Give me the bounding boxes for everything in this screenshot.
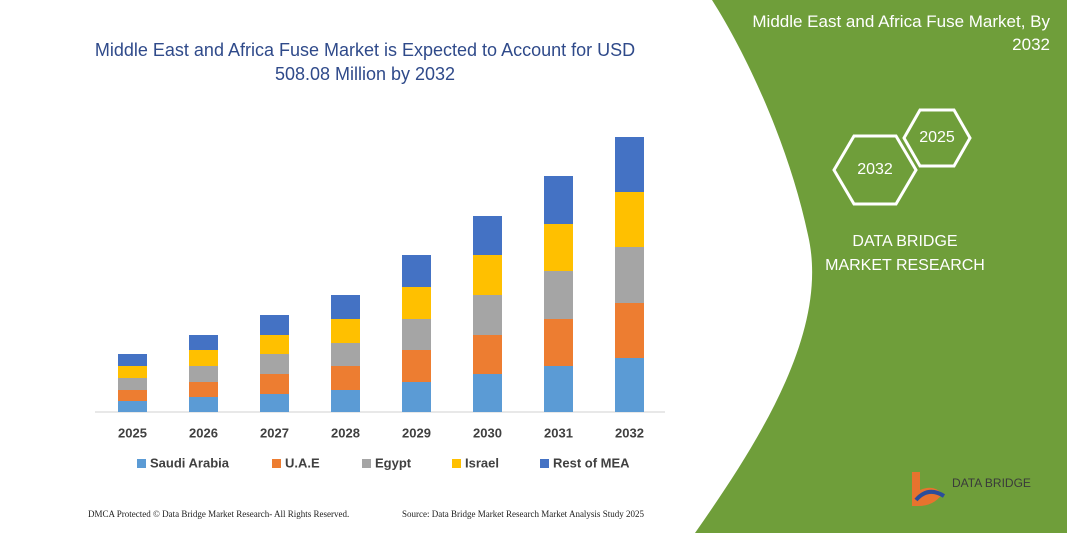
bar-segment xyxy=(615,358,644,412)
bar-segment xyxy=(331,295,360,319)
legend-label: Rest of MEA xyxy=(553,455,630,470)
bar-segment xyxy=(118,401,147,412)
bar-segment xyxy=(260,394,289,412)
hexagon xyxy=(902,108,972,168)
panel-title: Middle East and Africa Fuse Market, By 2… xyxy=(752,12,1050,54)
logo-text: DATA BRIDGE xyxy=(952,476,1031,490)
bar-segment xyxy=(189,366,218,382)
bar-segment xyxy=(544,319,573,366)
company-name: DATA BRIDGE MARKET RESEARCH xyxy=(825,233,985,274)
bar-segment xyxy=(544,176,573,224)
bar-segment xyxy=(615,192,644,247)
bar-segment xyxy=(402,287,431,319)
bar-segment xyxy=(615,303,644,358)
legend-label: Saudi Arabia xyxy=(150,455,230,470)
hexagon-label: 2025 xyxy=(919,129,955,146)
bar-segment xyxy=(118,366,147,378)
bar-segment xyxy=(189,382,218,397)
bar-segment xyxy=(118,378,147,390)
bar-segment xyxy=(118,390,147,401)
bar-segment xyxy=(260,374,289,394)
bar-segment xyxy=(615,247,644,303)
legend-swatch xyxy=(362,459,371,468)
x-tick-label: 2030 xyxy=(473,425,502,440)
bar-segment xyxy=(544,224,573,271)
bar-segment xyxy=(544,271,573,319)
legend-label: Israel xyxy=(465,455,499,470)
bar-segment xyxy=(473,216,502,255)
legend-swatch xyxy=(452,459,461,468)
bar-segment xyxy=(331,390,360,412)
x-tick-label: 2029 xyxy=(402,425,431,440)
bar-segment xyxy=(402,255,431,287)
x-tick-label: 2031 xyxy=(544,425,573,440)
bar-segment xyxy=(473,374,502,412)
logo-icon xyxy=(914,489,946,502)
bar-segment xyxy=(260,335,289,354)
footer-note: DMCA Protected © Data Bridge Market Rese… xyxy=(88,509,350,519)
legend-swatch xyxy=(137,459,146,468)
x-tick-label: 2025 xyxy=(118,425,147,440)
bar-segment xyxy=(118,354,147,366)
bar-segment xyxy=(331,319,360,343)
bar-segment xyxy=(544,366,573,412)
hexagon xyxy=(832,134,918,206)
x-tick-label: 2026 xyxy=(189,425,218,440)
bar-segment xyxy=(331,366,360,390)
bar-segment xyxy=(402,319,431,350)
bar-segment xyxy=(189,397,218,412)
footer-source: Source: Data Bridge Market Research Mark… xyxy=(402,509,644,519)
bar-segment xyxy=(473,295,502,335)
bar-segment xyxy=(189,350,218,366)
bar-segment xyxy=(402,382,431,412)
x-tick-label: 2032 xyxy=(615,425,644,440)
chart-title: Middle East and Africa Fuse Market is Ex… xyxy=(94,40,636,84)
x-tick-label: 2028 xyxy=(331,425,360,440)
bar-segment xyxy=(189,335,218,350)
bar-segment xyxy=(473,335,502,374)
bar-segment xyxy=(615,137,644,192)
bar-segment xyxy=(402,350,431,382)
hexagon-label: 2032 xyxy=(857,161,893,178)
bar-segment xyxy=(260,354,289,374)
bar-segment xyxy=(331,343,360,366)
x-tick-label: 2027 xyxy=(260,425,289,440)
bar-segment xyxy=(260,315,289,335)
legend-swatch xyxy=(272,459,281,468)
green-panel xyxy=(695,0,1067,533)
legend-swatch xyxy=(540,459,549,468)
bar-segment xyxy=(473,255,502,295)
legend-label: Egypt xyxy=(375,455,412,470)
legend-label: U.A.E xyxy=(285,455,320,470)
